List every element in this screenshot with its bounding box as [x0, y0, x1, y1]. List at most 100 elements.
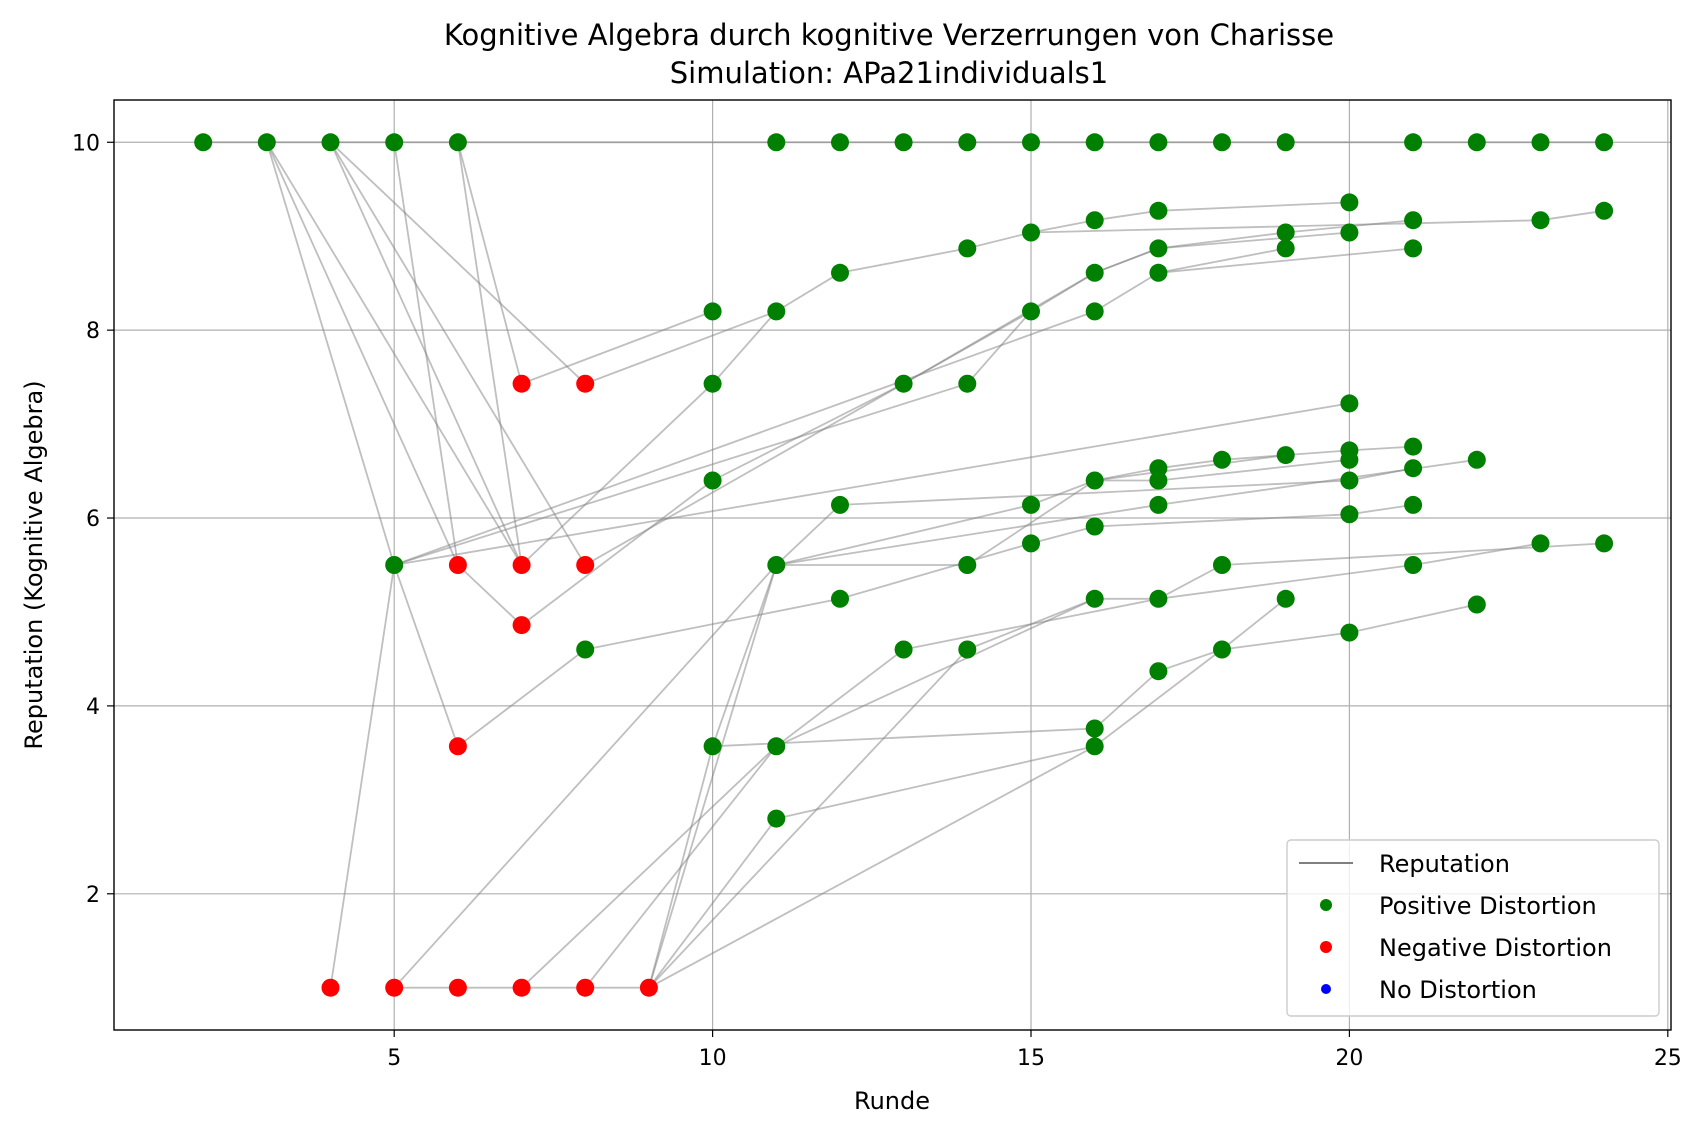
reputation-line	[966, 479, 1096, 566]
positive-distortion-point	[958, 133, 977, 152]
positive-distortion-point	[703, 302, 722, 321]
positive-distortion-point	[1085, 589, 1104, 608]
x-axis-label: Runde	[854, 1087, 930, 1115]
positive-distortion-point	[1022, 302, 1040, 321]
positive-distortion-point	[831, 495, 849, 514]
reputation-line	[711, 310, 777, 385]
positive-distortion-point	[1149, 239, 1168, 258]
y-tick-label: 4	[86, 695, 100, 720]
negative-distortion-point	[448, 556, 467, 574]
chart-subtitle: Simulation: APa21individuals1	[670, 56, 1108, 90]
reputation-line	[1094, 648, 1223, 748]
reputation-line	[1094, 247, 1159, 274]
positive-distortion-point	[1404, 211, 1423, 230]
y-axis-label: Reputation (Kognitive Algebra)	[20, 380, 48, 749]
positive-distortion-point	[767, 737, 786, 756]
positive-distortion-point	[1213, 556, 1231, 574]
reputation-line	[776, 745, 1095, 820]
reputation-line	[520, 745, 777, 989]
reputation-line	[776, 504, 1032, 566]
negative-distortion-point	[576, 556, 595, 574]
y-tick-label: 6	[86, 507, 100, 532]
reputation-line	[1349, 603, 1477, 634]
reputation-line	[393, 564, 777, 989]
reputation-line	[776, 504, 1159, 566]
negative-distortion-point	[576, 978, 595, 997]
positive-distortion-point	[1404, 437, 1423, 456]
positive-distortion-point	[1085, 471, 1104, 490]
legend: Reputation Positive Distortion Negative …	[1286, 839, 1660, 1017]
reputation-line	[1094, 513, 1350, 528]
positive-distortion-point	[1085, 133, 1104, 152]
legend-label-negative: Negative Distortion	[1379, 934, 1612, 962]
reputation-line	[775, 272, 841, 313]
positive-distortion-point	[958, 556, 977, 574]
reputation-line	[265, 142, 396, 566]
reputation-line	[648, 745, 1096, 989]
positive-distortion-point	[894, 133, 913, 152]
positive-distortion-point	[1085, 719, 1104, 738]
legend-label-positive: Positive Distortion	[1379, 892, 1597, 920]
positive-distortion-point	[1340, 394, 1359, 413]
reputation-line	[1030, 479, 1096, 506]
positive-distortion-point	[1149, 459, 1168, 478]
negative-distortion-point	[448, 978, 467, 997]
positive-distortion-point	[1085, 263, 1104, 282]
positive-distortion-point	[1085, 517, 1104, 536]
positive-distortion-point	[1085, 302, 1104, 321]
reputation-line	[1158, 247, 1286, 274]
positive-distortion-point	[958, 239, 977, 258]
reputation-line	[839, 479, 1350, 506]
reputation-line	[967, 231, 1032, 250]
positive-distortion-point	[385, 133, 404, 152]
reputation-line	[1030, 219, 1095, 234]
reputation-line	[903, 310, 1032, 385]
positive-distortion-point	[1085, 737, 1104, 756]
reputation-line	[1158, 458, 1223, 470]
positive-distortion-point	[1467, 595, 1486, 614]
chart-title: Kognitive Algebra durch kognitive Verzer…	[444, 18, 1334, 52]
positive-distortion-point	[958, 374, 977, 393]
positive-distortion-point	[1404, 133, 1423, 152]
positive-distortion-point	[767, 556, 786, 574]
positive-distortion-point	[1213, 133, 1231, 152]
reputation-line	[775, 648, 905, 748]
positive-distortion-point	[958, 640, 977, 659]
reputation-line	[1158, 458, 1477, 506]
legend-none-swatch	[1321, 984, 1331, 994]
legend-label-reputation: Reputation	[1379, 850, 1510, 878]
positive-distortion-point	[1149, 662, 1168, 681]
reputation-line	[393, 310, 1096, 566]
reputation-line	[966, 597, 1096, 651]
positive-distortion-point	[767, 133, 786, 152]
positive-distortion-point	[1595, 201, 1614, 220]
negative-distortion-point	[512, 374, 531, 393]
positive-distortion-point	[894, 640, 913, 659]
reputation-lines	[203, 141, 1605, 989]
reputation-line	[394, 402, 1350, 566]
reputation-line	[1349, 445, 1414, 452]
positive-distortion-point	[1149, 471, 1168, 490]
negative-distortion-point	[639, 978, 658, 997]
positive-distortion-point	[1213, 450, 1231, 469]
positive-distortion-point	[1022, 223, 1040, 242]
reputation-line	[521, 310, 713, 385]
reputation-line	[775, 504, 841, 566]
positive-distortion-point	[1531, 534, 1550, 553]
reputation-line	[329, 564, 396, 988]
positive-distortion-point	[1022, 133, 1040, 152]
negative-distortion-point	[321, 978, 340, 997]
negative-distortion-point	[448, 737, 467, 756]
reputation-line	[1157, 564, 1223, 600]
reputation-line	[1412, 542, 1541, 566]
positive-distortion-point	[194, 133, 213, 152]
positive-distortion-point	[831, 589, 849, 608]
positive-distortion-point	[1149, 263, 1168, 282]
reputation-line	[1094, 454, 1286, 482]
reputation-line	[1094, 272, 1159, 313]
reputation-line	[520, 383, 714, 566]
positive-distortion-point	[1404, 556, 1423, 574]
positive-distortion-point	[576, 640, 595, 659]
reputation-line	[711, 564, 778, 747]
